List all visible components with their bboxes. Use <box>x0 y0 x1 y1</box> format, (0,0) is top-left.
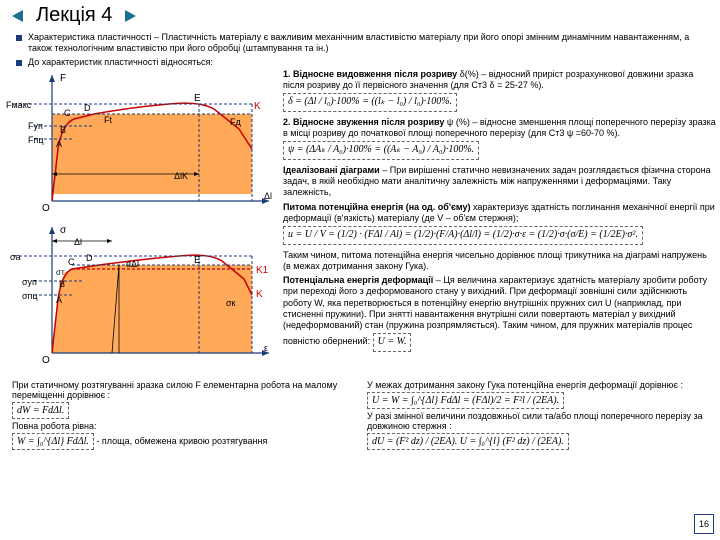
formula-elongation: δ = (Δl / l₀)·100% = ((lₖ − l₀) / l₀)·10… <box>283 93 457 112</box>
svg-text:B: B <box>59 279 65 289</box>
svg-text:ε: ε <box>264 343 268 353</box>
tension-diagram-2: σ σа σуп σпц C D B A σт dΔl Δl E K1 K σк… <box>4 221 279 376</box>
lecture-title: Лекція 4 <box>36 4 112 27</box>
thus-block: Таким чином, питома потенційна енергія ч… <box>283 250 716 273</box>
svg-text:Fуп: Fуп <box>28 121 43 131</box>
static-work-block: При статичному розтягуванні зразка силою… <box>12 380 357 452</box>
hooke-block: У межах дотримання закону Гука потенційн… <box>367 380 712 452</box>
svg-text:σпц: σпц <box>22 291 38 301</box>
svg-text:E: E <box>194 255 201 266</box>
next-arrow-icon[interactable] <box>122 8 138 24</box>
formula-u-w: U = W. <box>373 333 412 352</box>
svg-text:D: D <box>84 103 91 113</box>
svg-text:Fмакс: Fмакс <box>6 100 32 110</box>
svg-text:C: C <box>68 257 75 267</box>
svg-text:Fпц: Fпц <box>28 135 44 145</box>
svg-text:σуп: σуп <box>22 277 37 287</box>
bullet-text-1: Характеристика пластичності – Пластичніс… <box>28 32 714 55</box>
svg-text:O: O <box>42 203 50 214</box>
svg-text:Δl: Δl <box>74 237 82 247</box>
formula-specific-energy: u = U / V = (1/2) · (FΔl / Al) = (1/2)·(… <box>283 226 643 245</box>
formula-narrowing: ψ = (ΔAₖ / A₀)·100% = ((Aₖ − A₀) / A₀)·1… <box>283 141 479 160</box>
svg-text:dΔl: dΔl <box>126 259 139 269</box>
elongation-block: 1. Відносне видовження після розриву δ(%… <box>283 69 716 114</box>
bullet-text-2: До характеристик пластичності відносятьс… <box>28 57 213 68</box>
svg-text:E: E <box>194 93 201 104</box>
narrowing-block: 2. Відносне звуження після розриву ψ (%)… <box>283 117 716 162</box>
svg-text:Δl: Δl <box>264 191 272 201</box>
formula-dw: dW = FdΔl. <box>12 402 69 419</box>
svg-text:Ft: Ft <box>104 115 112 125</box>
svg-text:Fд: Fд <box>230 117 241 127</box>
svg-text:σт: σт <box>56 268 65 277</box>
svg-text:K: K <box>256 289 263 300</box>
formula-u-hooke: U = W = ∫₀^{Δl} FdΔl = (FΔl)/2 = F²l / (… <box>367 392 564 409</box>
svg-text:F: F <box>60 73 66 84</box>
formula-w-integral: W = ∫₀^{Δl} FdΔl. <box>12 433 94 450</box>
svg-text:K1: K1 <box>256 265 269 276</box>
formula-du: dU = (F² dz) / (2EA). U = ∫₀^{l} (F² dz)… <box>367 433 569 450</box>
prev-arrow-icon[interactable] <box>10 8 26 24</box>
bullet-icon <box>16 35 22 41</box>
svg-text:A: A <box>56 139 62 149</box>
svg-text:A: A <box>56 295 62 305</box>
page-number: 16 <box>694 514 714 534</box>
specific-energy-block: Питома потенційна енергія (на од. об'єму… <box>283 202 716 247</box>
svg-text:K: K <box>254 101 261 112</box>
bullet-icon <box>16 60 22 66</box>
svg-text:C: C <box>64 108 71 118</box>
potential-energy-block: Потенціальна енергія деформації – Ця вел… <box>283 275 716 354</box>
tension-diagram-1: F Fмакс Fуп Fпц C D B A Ft Fд E K ΔlK Δl… <box>4 69 279 219</box>
svg-text:B: B <box>60 125 66 135</box>
svg-text:σ: σ <box>60 225 67 236</box>
svg-text:D: D <box>86 253 93 263</box>
svg-text:ΔlK: ΔlK <box>174 171 188 181</box>
idealized-block: Ідеалізовані діаграми – При вирішенні ст… <box>283 165 716 199</box>
svg-text:σк: σк <box>226 298 236 308</box>
area-note: - площа, обмежена кривою розтягування <box>96 436 267 446</box>
svg-text:σа: σа <box>10 252 21 262</box>
svg-text:O: O <box>42 355 50 366</box>
